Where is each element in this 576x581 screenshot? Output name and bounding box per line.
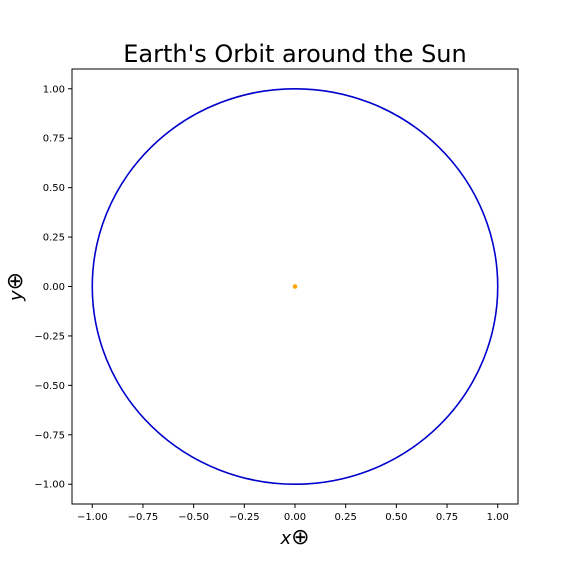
y-tick-label: 0.50 [43, 183, 65, 194]
y-tick-label: 1.00 [43, 84, 65, 95]
x-axis-ticks: −1.00 −0.75 −0.50 −0.25 0.00 0.25 0.50 0.75 1.00 [77, 504, 509, 523]
x-tick-label: −0.75 [128, 512, 159, 523]
x-tick-label: 0.25 [335, 512, 357, 523]
x-axis-label-main: x [279, 528, 291, 549]
y-tick-label: −0.50 [34, 381, 65, 392]
x-tick-label: 0.50 [385, 512, 407, 523]
x-axis-label-symbol: ⊕ [291, 525, 309, 550]
y-tick-label: 0.25 [43, 233, 65, 244]
chart-title: Earth's Orbit around the Sun [123, 40, 466, 68]
x-tick-label: 0.75 [436, 512, 458, 523]
y-tick-label: 0.75 [43, 134, 65, 145]
x-tick-label: −0.25 [229, 512, 260, 523]
y-axis-label-main: y [6, 290, 27, 302]
plot-area [72, 69, 518, 504]
x-tick-label: −1.00 [77, 512, 108, 523]
x-tick-label: 1.00 [487, 512, 509, 523]
x-tick-label: 0.00 [284, 512, 306, 523]
y-tick-label: −0.25 [34, 331, 65, 342]
y-tick-label: −1.00 [34, 480, 65, 491]
x-axis-label: x⊕ [279, 525, 309, 550]
sun-point [293, 284, 298, 289]
y-tick-label: 0.00 [43, 282, 65, 293]
y-axis-label-symbol: ⊕ [3, 272, 28, 290]
y-axis-ticks: −1.00 −0.75 −0.50 −0.25 0.00 0.25 0.50 0.75 1.00 [34, 84, 72, 490]
x-tick-label: −0.50 [178, 512, 209, 523]
y-axis-label: y⊕ [3, 272, 28, 302]
y-tick-label: −0.75 [34, 430, 65, 441]
